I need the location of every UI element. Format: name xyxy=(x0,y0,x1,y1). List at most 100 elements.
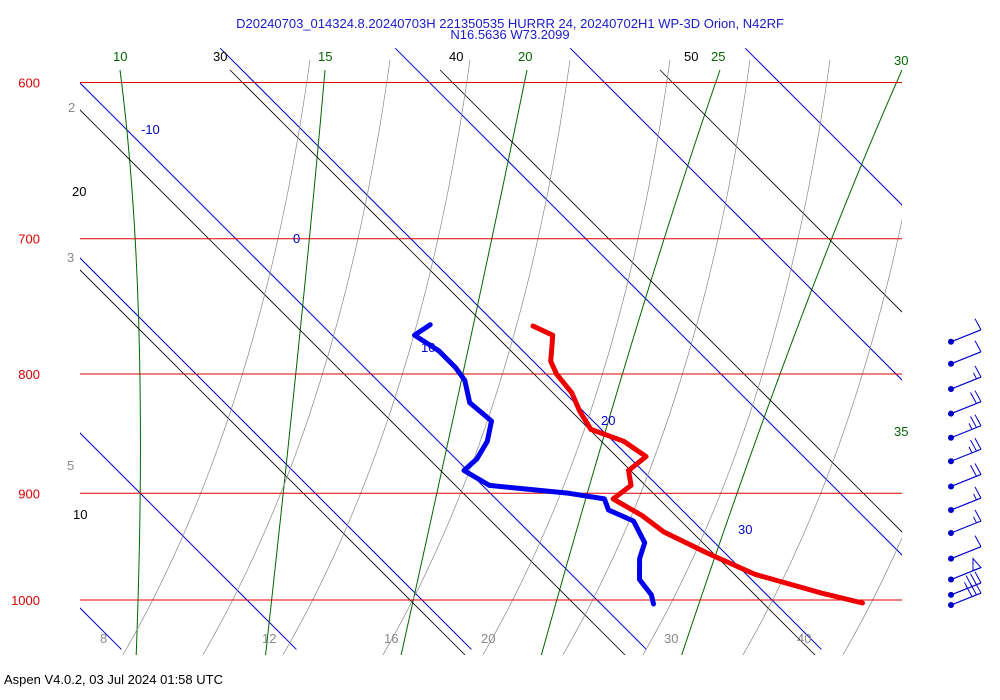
dry-adiabat-label: 40 xyxy=(449,49,463,64)
wind-barb-flag xyxy=(974,438,982,450)
temperature-profile xyxy=(530,323,865,606)
background-lines xyxy=(80,47,902,655)
wind-barb-flag xyxy=(974,509,982,522)
bottom-label: 12 xyxy=(262,631,276,646)
wind-barb-flag xyxy=(974,318,982,331)
wind-barb-flag xyxy=(970,465,977,477)
wind-barb-flag xyxy=(970,392,977,404)
bottom-label: 16 xyxy=(384,631,398,646)
bottom-label: 40 xyxy=(797,631,811,646)
wind-barb-staff xyxy=(950,329,982,343)
side-label: 3 xyxy=(67,250,74,265)
isotherm-line xyxy=(394,47,902,556)
wind-barb-half-flag xyxy=(968,446,973,454)
wind-barb-staff xyxy=(950,376,982,390)
wind-barb-flag xyxy=(974,571,982,584)
mixing-ratio-line xyxy=(681,69,902,655)
wind-barb-staff xyxy=(950,473,982,488)
isotherm-label: 30 xyxy=(738,522,752,537)
dry-adiabat-line xyxy=(439,69,902,533)
bottom-label: 20 xyxy=(481,631,495,646)
isotherm-label: -10 xyxy=(141,122,160,137)
wind-barb-staff xyxy=(950,497,982,511)
isotherm-label: 20 xyxy=(601,413,615,428)
isotherm-line xyxy=(569,47,902,381)
wind-barb-flag xyxy=(974,486,982,499)
dry-adiabat-line xyxy=(80,269,466,655)
chart-title-line-1: D20240703_014324.8.20240703H 221350535 H… xyxy=(236,16,784,31)
pressure-label: 600 xyxy=(18,76,40,91)
mixing-ratio-label: 35 xyxy=(894,424,908,439)
wind-barb-staff xyxy=(950,592,982,606)
mixing-ratio-label: 30 xyxy=(894,53,908,68)
moist-adiabat-line xyxy=(202,59,391,655)
wind-barb-flag xyxy=(970,583,977,596)
wind-barb-staff xyxy=(950,425,982,439)
isotherm-line xyxy=(80,257,472,650)
moist-adiabat-line xyxy=(562,59,751,655)
wind-barb-pennant xyxy=(972,557,982,572)
isotherm-line xyxy=(744,47,902,206)
wind-barb-flag xyxy=(974,581,982,594)
isobars xyxy=(80,82,902,601)
moist-adiabat-line xyxy=(382,59,571,655)
footer-version: Aspen V4.0.2, 03 Jul 2024 01:58 UTC xyxy=(4,672,223,687)
wind-barb-flag xyxy=(970,416,977,428)
mixing-ratio-label: 10 xyxy=(113,49,127,64)
dry-adiabat-label: 50 xyxy=(684,49,698,64)
wind-barb-flag xyxy=(965,585,973,597)
wind-barb-staff xyxy=(950,448,982,462)
pressure-label: 700 xyxy=(18,232,40,247)
dry-adiabat-line xyxy=(659,69,902,313)
dry-adiabat-line xyxy=(80,109,626,655)
chart-title-line-2: N16.5636 W73.2099 xyxy=(450,27,570,42)
pressure-label: 900 xyxy=(18,486,40,501)
wind-barb-flag xyxy=(974,340,982,353)
moist-adiabat-line xyxy=(122,59,311,655)
isotherm-line xyxy=(219,47,822,650)
mixing-ratio-label: 25 xyxy=(711,49,725,64)
wind-barb-flag xyxy=(970,439,977,452)
dewpoint-profile xyxy=(412,322,656,607)
isotherm-line xyxy=(80,82,647,650)
moist-adiabat-line xyxy=(482,59,671,655)
pressure-label: 800 xyxy=(18,367,40,382)
sounding-profiles xyxy=(412,322,865,607)
mixing-ratio-line xyxy=(119,69,141,655)
moist-adiabat-line xyxy=(282,59,471,655)
wind-barb-half-flag xyxy=(973,493,977,501)
side-label: 20 xyxy=(72,184,86,199)
wind-barb-flag xyxy=(974,463,982,475)
moist-adiabat-line xyxy=(742,218,902,655)
wind-barb-flag xyxy=(974,365,982,378)
wind-barb-half-flag xyxy=(968,423,973,430)
wind-barb-staff xyxy=(950,351,982,365)
mixing-ratio-label: 20 xyxy=(518,49,532,64)
isotherm-label: 10 xyxy=(421,340,435,355)
wind-barb-half-flag xyxy=(973,516,977,524)
side-label: 10 xyxy=(73,507,87,522)
wind-barb-flag xyxy=(974,535,982,547)
bottom-label: 8 xyxy=(100,631,107,646)
isotherm-label: 0 xyxy=(293,231,300,246)
wind-barb-flag xyxy=(974,390,982,402)
dry-adiabat-label: 30 xyxy=(213,49,227,64)
dry-adiabat-line xyxy=(229,69,816,655)
mixing-ratio-line xyxy=(400,69,528,655)
wind-barbs xyxy=(948,318,982,609)
mixing-ratio-label: 15 xyxy=(318,49,332,64)
pressure-label: 1000 xyxy=(11,593,40,608)
moist-adiabat-line xyxy=(842,536,902,655)
isotherm-line xyxy=(80,607,122,650)
mixing-ratio-line xyxy=(540,69,721,655)
wind-barb-flag xyxy=(974,414,982,426)
wind-barb-half-flag xyxy=(973,372,977,380)
moist-adiabat-line xyxy=(642,59,831,655)
wind-barb-staff xyxy=(950,546,982,560)
mixing-ratio-line xyxy=(265,69,326,655)
wind-barb-staff xyxy=(950,520,982,534)
isotherm-line xyxy=(80,432,297,650)
side-label: 5 xyxy=(67,458,74,473)
